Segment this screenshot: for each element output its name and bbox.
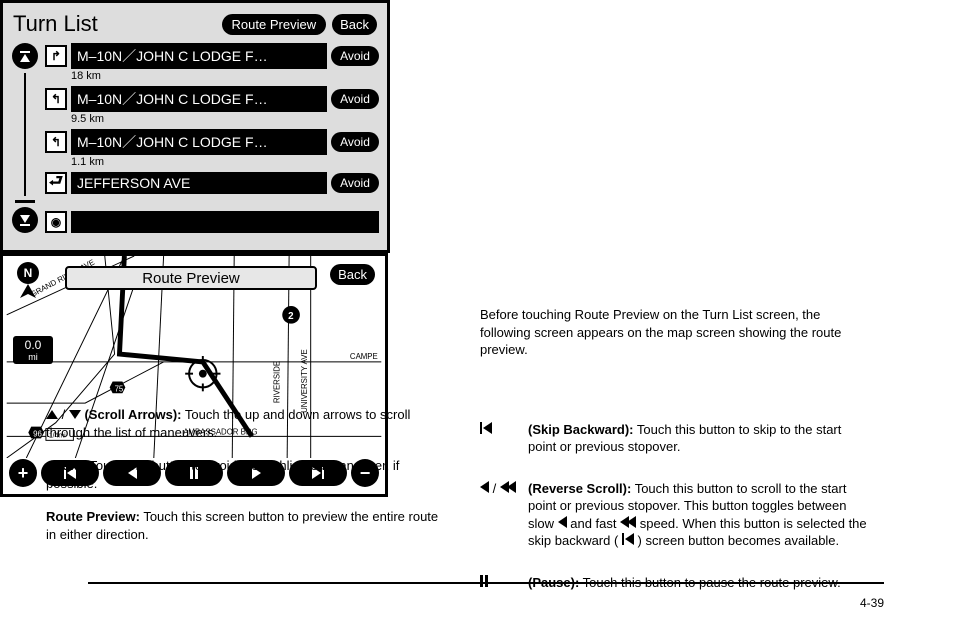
avoid-button[interactable]: Avoid bbox=[331, 46, 379, 66]
left-body-text: / (Scroll Arrows): Touch the up and down… bbox=[46, 406, 440, 543]
distance-readout: 0.0 mi bbox=[13, 336, 53, 364]
svg-text:RIVERSIDE: RIVERSIDE bbox=[272, 361, 281, 403]
road-name bbox=[71, 211, 379, 233]
turn-row: ↰ M–10N／JOHN C LODGE F… Avoid 1.1 km bbox=[45, 129, 379, 170]
turn-left-icon: ↰ bbox=[45, 131, 67, 153]
zoom-in-button[interactable]: + bbox=[9, 459, 37, 487]
turn-row: ⮐ JEFFERSON AVE Avoid bbox=[45, 172, 379, 209]
road-name: M–10N／JOHN C LODGE F… bbox=[71, 43, 327, 69]
turn-list-panel: Turn List Route Preview Back bbox=[0, 0, 390, 253]
svg-text:2: 2 bbox=[288, 311, 294, 322]
uturn-icon: ⮐ bbox=[45, 172, 67, 194]
turn-distance: 18 km bbox=[71, 69, 379, 84]
scroll-bottom-button[interactable] bbox=[12, 207, 38, 233]
page-number: 4-39 bbox=[860, 596, 884, 610]
compass-icon[interactable]: N bbox=[13, 262, 43, 300]
turn-row: ◉ bbox=[45, 211, 379, 233]
footer-rule bbox=[88, 582, 884, 584]
back-button[interactable]: Back bbox=[330, 264, 375, 285]
svg-text:75: 75 bbox=[115, 384, 124, 393]
origin-icon: ◉ bbox=[45, 211, 67, 233]
route-preview-title: Route Preview bbox=[65, 266, 317, 290]
road-name: M–10N／JOHN C LODGE F… bbox=[71, 86, 327, 112]
svg-text:CAMPE: CAMPE bbox=[350, 352, 378, 361]
avoid-button[interactable]: Avoid bbox=[331, 89, 379, 109]
road-name: M–10N／JOHN C LODGE F… bbox=[71, 129, 327, 155]
route-preview-button[interactable]: Route Preview bbox=[222, 14, 327, 35]
right-body-text: Before touching Route Preview on the Tur… bbox=[480, 306, 872, 615]
turn-row: ↱ M–10N／JOHN C LODGE F… Avoid 18 km bbox=[45, 43, 379, 84]
svg-text:96: 96 bbox=[33, 429, 42, 438]
road-name: JEFFERSON AVE bbox=[71, 172, 327, 194]
avoid-button[interactable]: Avoid bbox=[331, 132, 379, 152]
turn-right-icon: ↱ bbox=[45, 45, 67, 67]
turn-distance: 1.1 km bbox=[71, 155, 379, 170]
back-button[interactable]: Back bbox=[332, 14, 377, 35]
avoid-button[interactable]: Avoid bbox=[331, 173, 379, 193]
svg-text:UNIVERSITY AVE: UNIVERSITY AVE bbox=[300, 349, 309, 413]
turn-distance bbox=[71, 194, 379, 209]
turn-list-title: Turn List bbox=[13, 11, 216, 37]
turn-left-icon: ↰ bbox=[45, 88, 67, 110]
scroll-top-button[interactable] bbox=[12, 43, 38, 69]
turn-distance: 9.5 km bbox=[71, 112, 379, 127]
turn-row: ↰ M–10N／JOHN C LODGE F… Avoid 9.5 km bbox=[45, 86, 379, 127]
